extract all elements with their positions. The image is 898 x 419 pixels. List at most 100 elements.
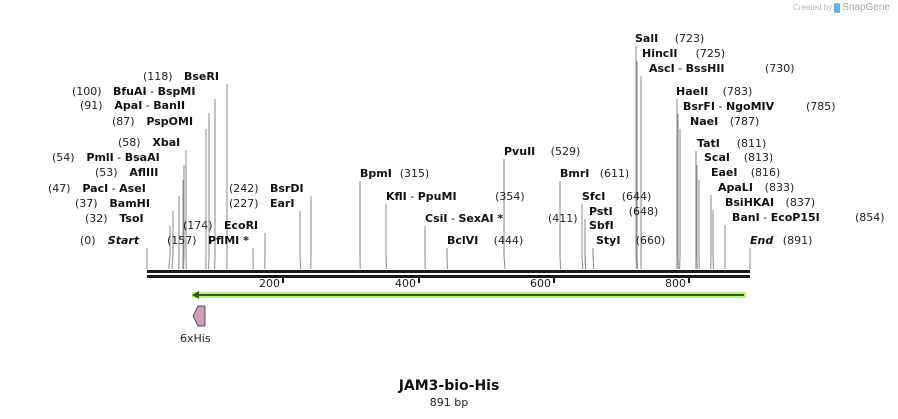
enzyme-name[interactable]: BfuAI: [113, 85, 147, 98]
enzyme-name[interactable]: BspMI: [158, 85, 196, 98]
enzyme-name[interactable]: BsiHKAI: [725, 196, 774, 209]
enzyme-name[interactable]: BamHI: [109, 197, 150, 210]
enzyme-name[interactable]: SbfI: [589, 219, 614, 232]
restriction-site[interactable]: (87) PspOMI: [112, 115, 193, 128]
site-name[interactable]: Start: [108, 234, 140, 247]
restriction-site[interactable]: CsiI - SexAI * (411): [425, 212, 578, 225]
enzyme-name[interactable]: Start: [108, 234, 140, 247]
enzyme-name[interactable]: HincII: [642, 47, 678, 60]
site-name[interactable]: AflIII: [129, 166, 158, 179]
restriction-site[interactable]: NaeI (787): [690, 115, 759, 128]
restriction-site[interactable]: (100) BfuAI - BspMI: [72, 85, 195, 98]
tag-arrow-icon[interactable]: [192, 305, 206, 327]
site-name[interactable]: XbaI: [152, 136, 180, 149]
enzyme-name[interactable]: KflI: [386, 190, 407, 203]
enzyme-name[interactable]: EcoP15I: [771, 211, 820, 224]
restriction-site[interactable]: AscI - BssHII (730): [649, 62, 795, 75]
site-name[interactable]: EarI: [270, 197, 294, 210]
site-name[interactable]: NaeI: [690, 115, 718, 128]
site-name[interactable]: BmrI: [560, 167, 589, 180]
enzyme-name[interactable]: NgoMIV: [726, 100, 775, 113]
restriction-site[interactable]: TatI (811): [697, 137, 766, 150]
site-name[interactable]: BseRI: [184, 70, 219, 83]
site-name[interactable]: End: [750, 234, 773, 247]
restriction-site[interactable]: BpmI (315): [360, 167, 429, 180]
restriction-site[interactable]: (58) XbaI: [118, 136, 180, 149]
backbone-bottom-strand[interactable]: [147, 275, 750, 278]
site-name[interactable]: BpmI: [360, 167, 392, 180]
site-name[interactable]: BsiHKAI: [725, 196, 774, 209]
site-name[interactable]: TatI: [697, 137, 720, 150]
dna-backbone[interactable]: [147, 270, 750, 278]
site-name[interactable]: PspOMI: [146, 115, 193, 128]
site-name[interactable]: HincII: [642, 47, 678, 60]
site-name[interactable]: PflMI *: [208, 234, 249, 247]
enzyme-name[interactable]: PflMI *: [208, 234, 249, 247]
enzyme-name[interactable]: BssHII: [686, 62, 725, 75]
restriction-site[interactable]: StyI (660): [596, 234, 665, 247]
site-name[interactable]: BanI - EcoP15I: [732, 211, 820, 224]
site-name[interactable]: CsiI - SexAI *: [425, 212, 503, 225]
enzyme-name[interactable]: PvuII: [504, 145, 535, 158]
enzyme-name[interactable]: TsoI: [119, 212, 143, 225]
enzyme-name[interactable]: BanII: [153, 99, 185, 112]
restriction-site[interactable]: BsiHKAI (837): [725, 196, 815, 209]
restriction-site[interactable]: (118) BseRI: [143, 70, 219, 83]
site-name[interactable]: SbfI: [589, 219, 614, 232]
restriction-site[interactable]: BsrFI - NgoMIV (785): [683, 100, 836, 113]
restriction-site[interactable]: ApaLI (833): [718, 181, 794, 194]
enzyme-name[interactable]: PacI: [82, 182, 108, 195]
site-name[interactable]: SfcI: [582, 190, 605, 203]
enzyme-name[interactable]: CsiI: [425, 212, 447, 225]
enzyme-name[interactable]: ApaLI: [718, 181, 753, 194]
site-name[interactable]: ApaLI: [718, 181, 753, 194]
site-name[interactable]: PmlI - BsaAI: [86, 151, 159, 164]
restriction-site[interactable]: SalI (723): [635, 32, 704, 45]
site-name[interactable]: PstI: [589, 205, 613, 218]
site-name[interactable]: BamHI: [109, 197, 150, 210]
enzyme-name[interactable]: AscI: [649, 62, 675, 75]
enzyme-name[interactable]: StyI: [596, 234, 620, 247]
enzyme-name[interactable]: AseI: [119, 182, 146, 195]
enzyme-name[interactable]: AflIII: [129, 166, 158, 179]
feature-6xhis[interactable]: 6xHis: [180, 305, 211, 345]
restriction-site[interactable]: (32) TsoI: [85, 212, 144, 225]
enzyme-name[interactable]: ApaI: [114, 99, 142, 112]
site-name[interactable]: BfuAI - BspMI: [113, 85, 195, 98]
enzyme-name[interactable]: TatI: [697, 137, 720, 150]
restriction-site[interactable]: (174) EcoRI: [183, 219, 258, 232]
restriction-site[interactable]: (37) BamHI: [75, 197, 150, 210]
restriction-site[interactable]: (0) Start: [80, 234, 140, 247]
enzyme-name[interactable]: PspOMI: [146, 115, 193, 128]
enzyme-name[interactable]: BpmI: [360, 167, 392, 180]
restriction-site[interactable]: BanI - EcoP15I (854): [732, 211, 885, 224]
enzyme-name[interactable]: End: [750, 234, 773, 247]
site-name[interactable]: TsoI: [119, 212, 143, 225]
enzyme-name[interactable]: BanI: [732, 211, 760, 224]
restriction-site[interactable]: (54) PmlI - BsaAI: [52, 151, 160, 164]
restriction-site[interactable]: (91) ApaI - BanII: [80, 99, 185, 112]
restriction-site[interactable]: PstI (648): [589, 205, 658, 218]
restriction-site[interactable]: (53) AflIII: [95, 166, 158, 179]
restriction-site[interactable]: BclVI (444): [447, 234, 523, 247]
enzyme-name[interactable]: EaeI: [711, 166, 738, 179]
restriction-site[interactable]: SbfI: [589, 219, 614, 232]
site-name[interactable]: HaeII: [676, 85, 708, 98]
backbone-top-strand[interactable]: [147, 270, 750, 273]
enzyme-name[interactable]: PpuMI: [418, 190, 457, 203]
site-name[interactable]: EaeI: [711, 166, 738, 179]
site-name[interactable]: ApaI - BanII: [114, 99, 185, 112]
enzyme-name[interactable]: HaeII: [676, 85, 708, 98]
restriction-site[interactable]: (157) PflMI *: [167, 234, 249, 247]
restriction-site[interactable]: HaeII (783): [676, 85, 752, 98]
restriction-site[interactable]: PvuII (529): [504, 145, 580, 158]
restriction-site[interactable]: (242) BsrDI: [229, 182, 304, 195]
site-name[interactable]: BsrFI - NgoMIV: [683, 100, 775, 113]
enzyme-name[interactable]: NaeI: [690, 115, 718, 128]
site-name[interactable]: SalI: [635, 32, 658, 45]
enzyme-name[interactable]: EarI: [270, 197, 294, 210]
restriction-site[interactable]: KflI - PpuMI (354): [386, 190, 525, 203]
enzyme-name[interactable]: PmlI: [86, 151, 113, 164]
enzyme-name[interactable]: BclVI: [447, 234, 478, 247]
enzyme-name[interactable]: SfcI: [582, 190, 605, 203]
